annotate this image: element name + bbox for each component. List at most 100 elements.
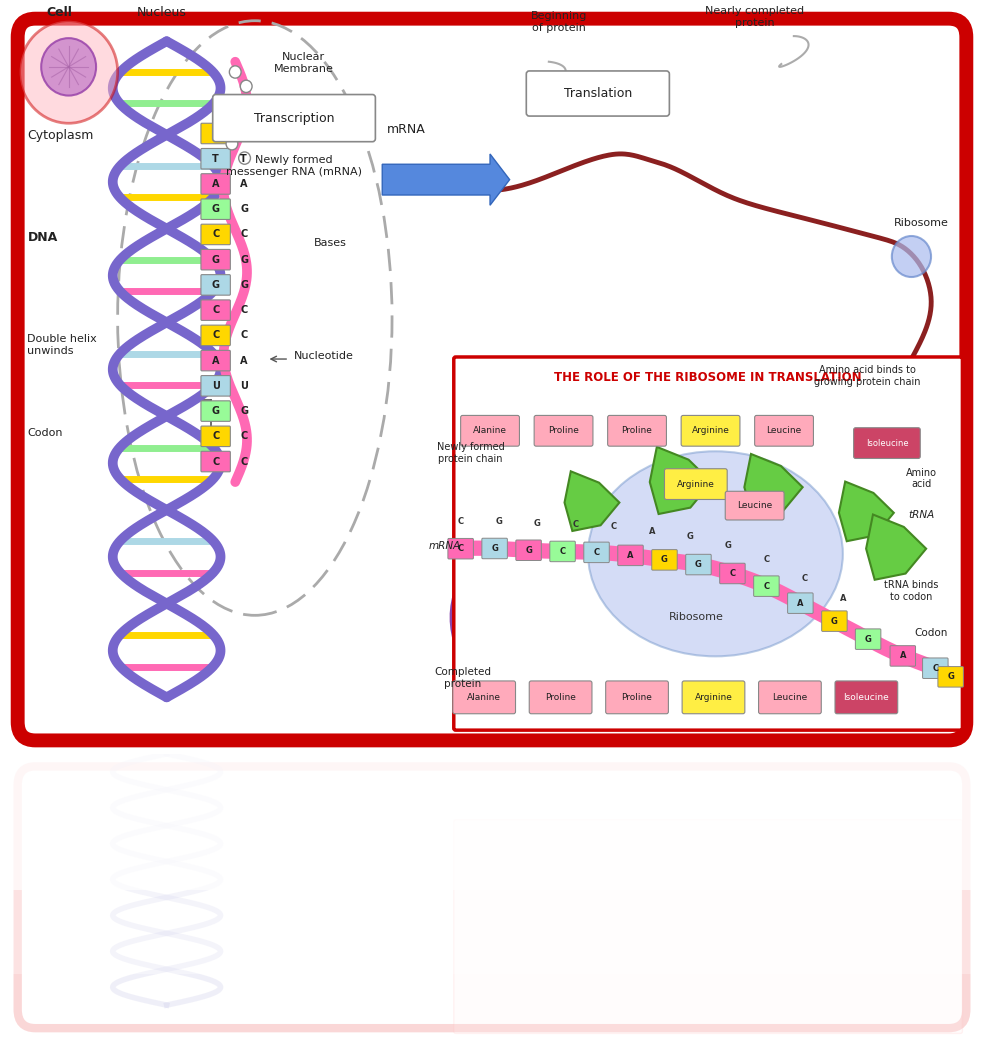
- Text: Codon: Codon: [914, 628, 948, 638]
- FancyBboxPatch shape: [759, 681, 822, 714]
- FancyBboxPatch shape: [686, 554, 711, 575]
- Text: Alanine: Alanine: [467, 693, 501, 701]
- FancyBboxPatch shape: [213, 94, 375, 141]
- FancyBboxPatch shape: [201, 274, 230, 295]
- Text: Newly formed
protein chain: Newly formed protein chain: [437, 442, 505, 464]
- Text: C: C: [212, 456, 219, 467]
- Text: C: C: [212, 229, 219, 240]
- Text: A: A: [212, 356, 219, 365]
- Text: Beginning
of protein: Beginning of protein: [530, 12, 586, 32]
- FancyBboxPatch shape: [787, 593, 813, 614]
- Text: Amino
acid: Amino acid: [905, 468, 937, 489]
- Text: G: G: [525, 545, 532, 555]
- Text: G: G: [240, 280, 248, 290]
- Circle shape: [224, 109, 236, 121]
- FancyBboxPatch shape: [201, 326, 230, 346]
- Text: Alanine: Alanine: [473, 426, 507, 436]
- Polygon shape: [565, 471, 619, 531]
- Text: Completed
protein: Completed protein: [434, 668, 491, 689]
- FancyBboxPatch shape: [719, 563, 745, 584]
- FancyBboxPatch shape: [754, 576, 779, 597]
- Text: A: A: [839, 594, 846, 603]
- Text: Arginine: Arginine: [677, 480, 714, 489]
- Text: Translation: Translation: [564, 87, 632, 101]
- FancyBboxPatch shape: [664, 469, 727, 499]
- Text: Bases: Bases: [314, 239, 346, 248]
- FancyBboxPatch shape: [651, 550, 677, 571]
- FancyBboxPatch shape: [584, 542, 609, 562]
- FancyBboxPatch shape: [201, 149, 230, 169]
- FancyBboxPatch shape: [682, 681, 745, 714]
- FancyBboxPatch shape: [606, 681, 668, 714]
- Text: Arginine: Arginine: [692, 426, 729, 436]
- Text: tRNA: tRNA: [908, 510, 935, 520]
- Polygon shape: [866, 514, 926, 580]
- Text: Nuclear
Membrane: Nuclear Membrane: [274, 52, 334, 74]
- Text: G: G: [212, 280, 219, 290]
- FancyBboxPatch shape: [938, 667, 963, 687]
- Text: C: C: [729, 569, 735, 578]
- FancyBboxPatch shape: [18, 19, 966, 740]
- Text: Proline: Proline: [545, 693, 576, 701]
- FancyBboxPatch shape: [923, 658, 948, 678]
- Text: Leucine: Leucine: [737, 502, 772, 510]
- FancyBboxPatch shape: [835, 681, 897, 714]
- Text: G: G: [240, 129, 248, 138]
- Text: C: C: [932, 664, 939, 673]
- Text: T: T: [213, 154, 219, 163]
- FancyBboxPatch shape: [529, 681, 592, 714]
- Text: C: C: [212, 331, 219, 340]
- Text: A: A: [240, 179, 248, 188]
- Text: Cell: Cell: [46, 5, 72, 19]
- Text: G: G: [695, 560, 702, 570]
- Text: Transcription: Transcription: [254, 112, 335, 125]
- FancyBboxPatch shape: [453, 681, 516, 714]
- Text: G: G: [240, 254, 248, 265]
- FancyBboxPatch shape: [526, 71, 669, 116]
- Text: C: C: [573, 520, 579, 529]
- Text: G: G: [725, 540, 732, 550]
- Text: A: A: [899, 651, 906, 661]
- Text: C: C: [610, 521, 617, 531]
- Text: Codon: Codon: [28, 428, 63, 438]
- Text: G: G: [495, 517, 502, 526]
- Text: C: C: [212, 431, 219, 442]
- Text: Proline: Proline: [548, 426, 579, 436]
- Text: Ribosome: Ribosome: [668, 612, 723, 623]
- FancyBboxPatch shape: [201, 174, 230, 194]
- FancyBboxPatch shape: [201, 401, 230, 421]
- Text: C: C: [240, 431, 247, 442]
- Text: G: G: [212, 406, 219, 416]
- Circle shape: [41, 38, 96, 95]
- FancyBboxPatch shape: [725, 491, 784, 520]
- Text: Leucine: Leucine: [772, 693, 808, 701]
- Text: A: A: [212, 179, 219, 188]
- Text: C: C: [802, 574, 808, 583]
- Text: T: T: [240, 154, 247, 163]
- Text: G: G: [491, 544, 498, 553]
- Text: C: C: [458, 517, 463, 527]
- FancyBboxPatch shape: [201, 124, 230, 143]
- FancyBboxPatch shape: [201, 351, 230, 371]
- Text: Leucine: Leucine: [767, 426, 802, 436]
- Ellipse shape: [588, 451, 843, 656]
- Text: Nearly completed
protein: Nearly completed protein: [706, 6, 804, 28]
- Text: G: G: [948, 672, 954, 682]
- Text: mRNA: mRNA: [388, 124, 426, 136]
- FancyBboxPatch shape: [516, 540, 541, 560]
- Text: G: G: [240, 204, 248, 215]
- Text: A: A: [240, 356, 248, 365]
- Text: G: G: [212, 254, 219, 265]
- FancyBboxPatch shape: [201, 299, 230, 320]
- Text: C: C: [458, 544, 463, 553]
- Text: C: C: [764, 555, 769, 563]
- Text: A: A: [648, 527, 655, 536]
- Text: C: C: [212, 305, 219, 315]
- Text: Cytoplasm: Cytoplasm: [28, 129, 93, 141]
- Circle shape: [229, 66, 241, 79]
- Polygon shape: [649, 447, 711, 514]
- Circle shape: [240, 81, 252, 92]
- Text: G: G: [865, 634, 872, 644]
- Text: C: C: [240, 305, 247, 315]
- FancyBboxPatch shape: [755, 416, 814, 446]
